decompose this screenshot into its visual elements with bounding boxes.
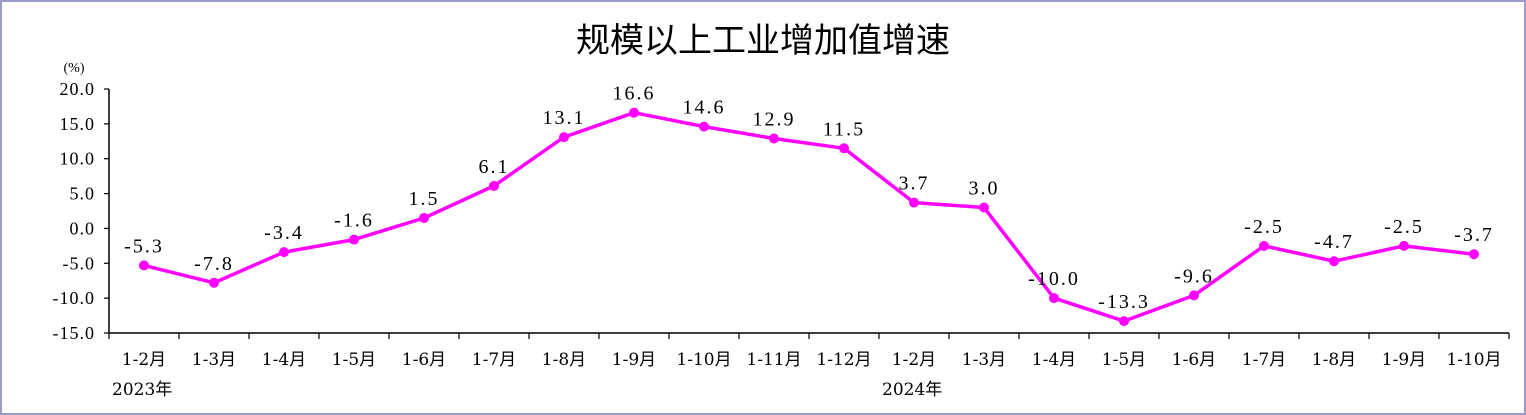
- series-line-group: [143, 110, 1475, 323]
- data-label: 6.1: [479, 156, 510, 178]
- data-point: [559, 132, 569, 143]
- y-tick-label: -15.0: [53, 323, 96, 343]
- data-label: -4.7: [1314, 231, 1354, 253]
- data-label: 13.1: [543, 107, 586, 129]
- data-label: 3.0: [969, 178, 1000, 200]
- series-line: [143, 110, 1475, 323]
- data-label: -2.5: [1384, 216, 1424, 238]
- y-unit-label: (%): [64, 61, 85, 76]
- data-label: 1.5: [409, 188, 440, 210]
- data-point: [419, 212, 429, 223]
- y-tick-labels: 20.0 15.0 10.0 5.0 0.0 -5.0 -10.0 -15.0: [53, 79, 96, 343]
- x-tick-label: 1-5月: [1102, 350, 1146, 370]
- data-label: -13.3: [1098, 291, 1150, 313]
- data-label: 11.5: [823, 118, 865, 140]
- data-label: -10.0: [1028, 268, 1080, 290]
- data-point: [1469, 249, 1479, 260]
- x-tick-label: 1-2月: [122, 350, 166, 370]
- data-point: [349, 234, 359, 245]
- y-tick-label: 10.0: [60, 149, 96, 169]
- data-point: [979, 202, 989, 213]
- x-tick-label: 1-10月: [676, 350, 731, 370]
- x-tick-label: 1-12月: [816, 350, 871, 370]
- data-label: -3.7: [1454, 224, 1494, 246]
- x-tick-label: 1-3月: [192, 350, 236, 370]
- data-point: [1259, 240, 1269, 251]
- x-tick-labels: 1-2月 1-3月 1-4月 1-5月 1-6月 1-7月 1-8月 1-9月 1-10月 1-1…: [112, 350, 1502, 400]
- data-label: 16.6: [613, 83, 656, 105]
- data-point: [839, 143, 849, 154]
- x-tick-label: 1-8月: [542, 350, 586, 370]
- y-tick-label: 5.0: [70, 184, 96, 204]
- data-label: -9.6: [1174, 265, 1214, 287]
- x-tick-label: 1-3月: [962, 350, 1006, 370]
- data-point: [279, 247, 289, 258]
- chart-title: 规模以上工业增加值增速: [576, 21, 950, 61]
- year-label: 2023年: [112, 380, 172, 400]
- data-label: -5.3: [124, 235, 164, 257]
- x-tick-label: 1-7月: [1242, 350, 1286, 370]
- data-labels: -5.3 -7.8 -3.4 -1.6 1.5 6.1 13.1 16.6 14.6 12.9 11…: [124, 83, 1494, 313]
- data-point: [209, 277, 219, 288]
- data-point: [629, 107, 639, 118]
- y-tick-label: 15.0: [60, 114, 96, 134]
- y-tick-label: -5.0: [63, 253, 96, 273]
- x-tick-label: 1-11月: [746, 350, 801, 370]
- x-tick-label: 1-2月: [892, 350, 936, 370]
- data-point: [769, 133, 779, 144]
- x-tick-label: 1-4月: [1032, 350, 1076, 370]
- data-point: [1119, 316, 1129, 327]
- data-label: -3.4: [264, 222, 304, 244]
- data-point: [1049, 293, 1059, 304]
- axes: [104, 88, 1510, 339]
- data-label: -1.6: [334, 210, 374, 232]
- x-tick-label: 1-6月: [402, 350, 446, 370]
- data-label: 3.7: [899, 173, 930, 195]
- x-tick-label: 1-9月: [1382, 350, 1426, 370]
- x-tick-label: 1-10月: [1446, 350, 1501, 370]
- data-point: [699, 121, 709, 132]
- data-point: [489, 180, 499, 191]
- year-label: 2024年: [882, 380, 942, 400]
- data-label: -7.8: [194, 253, 234, 275]
- data-point: [1399, 240, 1409, 251]
- x-tick-label: 1-7月: [472, 350, 516, 370]
- x-tick-label: 1-8月: [1312, 350, 1356, 370]
- y-tick-label: -10.0: [53, 288, 96, 308]
- x-tick-label: 1-5月: [332, 350, 376, 370]
- y-tick-label: 20.0: [60, 79, 96, 99]
- data-point: [909, 197, 919, 208]
- data-point: [1329, 256, 1339, 267]
- x-tick-label: 1-6月: [1172, 350, 1216, 370]
- data-label: -2.5: [1244, 216, 1284, 238]
- data-points: [139, 107, 1479, 327]
- data-point: [1189, 290, 1199, 301]
- data-label: 14.6: [683, 97, 726, 119]
- x-tick-label: 1-4月: [262, 350, 306, 370]
- data-point: [139, 260, 149, 271]
- x-tick-label: 1-9月: [612, 350, 656, 370]
- data-label: 12.9: [753, 108, 796, 130]
- y-tick-label: 0.0: [70, 218, 96, 238]
